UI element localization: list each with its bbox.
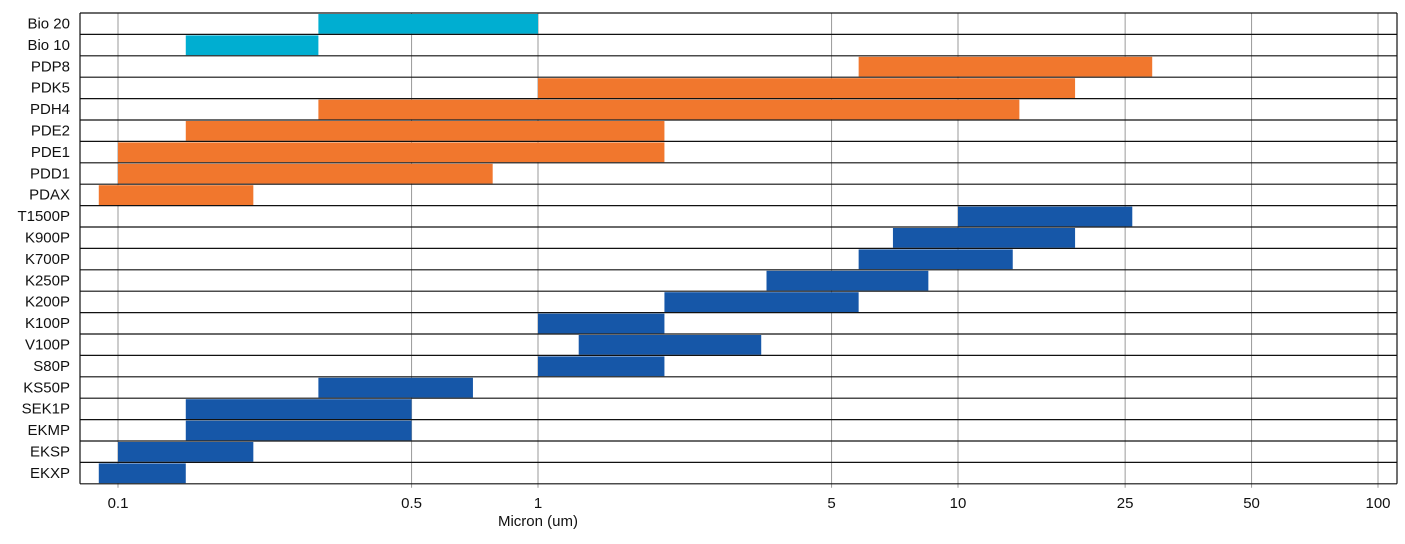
category-label: K100P [25,315,70,332]
category-label: PDK5 [31,80,70,97]
range-bar-v100p [578,335,762,355]
range-bar-ekxp [98,463,186,484]
category-labels: Bio 20 Bio 10 PDP8 PDK5 PDH4 PDE2 PDE1 PDD1 PDAX… [17,16,70,482]
range-bar-k700p [858,249,1013,270]
range-bar-pdk5 [538,78,1076,98]
category-label: K700P [25,251,70,268]
category-label: Bio 20 [27,16,70,33]
x-tick-labels: 0.1 0.5 1 5 10 25 50 100 [108,495,1391,512]
category-label: KS50P [23,379,70,396]
category-label: K200P [25,294,70,311]
range-bar-eksp [118,442,254,462]
x-tick-label: 50 [1243,495,1260,512]
category-label: PDD1 [30,165,70,182]
range-bar-pdp8 [858,56,1153,77]
category-label: K900P [25,230,70,247]
x-tick-label: 100 [1365,495,1390,512]
range-bar-pdd1 [118,163,493,184]
category-label: EKMP [27,422,70,439]
x-axis-label: Micron (um) [498,513,578,530]
category-label: PDE1 [31,144,70,161]
x-tick-label: 5 [827,495,835,512]
range-bar-pdax [98,185,254,205]
range-bar-bio-10 [185,35,319,56]
range-bar-k900p [892,228,1076,248]
range-bar-t1500p [958,206,1133,227]
category-label: K250P [25,272,70,289]
range-bar-ekmp [185,420,412,441]
range-bar-k250p [766,270,929,291]
x-tick-label: 10 [950,495,967,512]
x-tick-label: 0.1 [108,495,129,512]
range-bar-pde1 [118,142,665,163]
category-label: V100P [25,337,70,354]
range-bar-sek1p [185,399,412,419]
category-label: Bio 10 [27,37,70,54]
category-label: PDAX [29,187,70,204]
x-tick-label: 1 [534,495,542,512]
row-divider-lines [79,12,1398,485]
range-bar-ks50p [318,377,473,398]
category-label: T1500P [17,208,70,225]
category-label: S80P [33,358,70,375]
category-label: PDE2 [31,123,70,140]
category-label: EKXP [30,465,70,482]
range-bar-s80p [538,356,665,377]
category-label: PDP8 [31,58,70,75]
range-bar-k200p [664,292,859,312]
x-tick-label: 0.5 [401,495,422,512]
range-bar-bio-20 [318,14,538,34]
category-label: SEK1P [22,401,70,418]
category-label: EKSP [30,444,70,461]
range-bars [98,14,1153,484]
range-bar-k100p [538,313,665,334]
range-bar-pde2 [185,121,665,141]
x-tick-label: 25 [1117,495,1134,512]
category-label: PDH4 [30,101,70,118]
range-bar-pdh4 [318,99,1020,120]
